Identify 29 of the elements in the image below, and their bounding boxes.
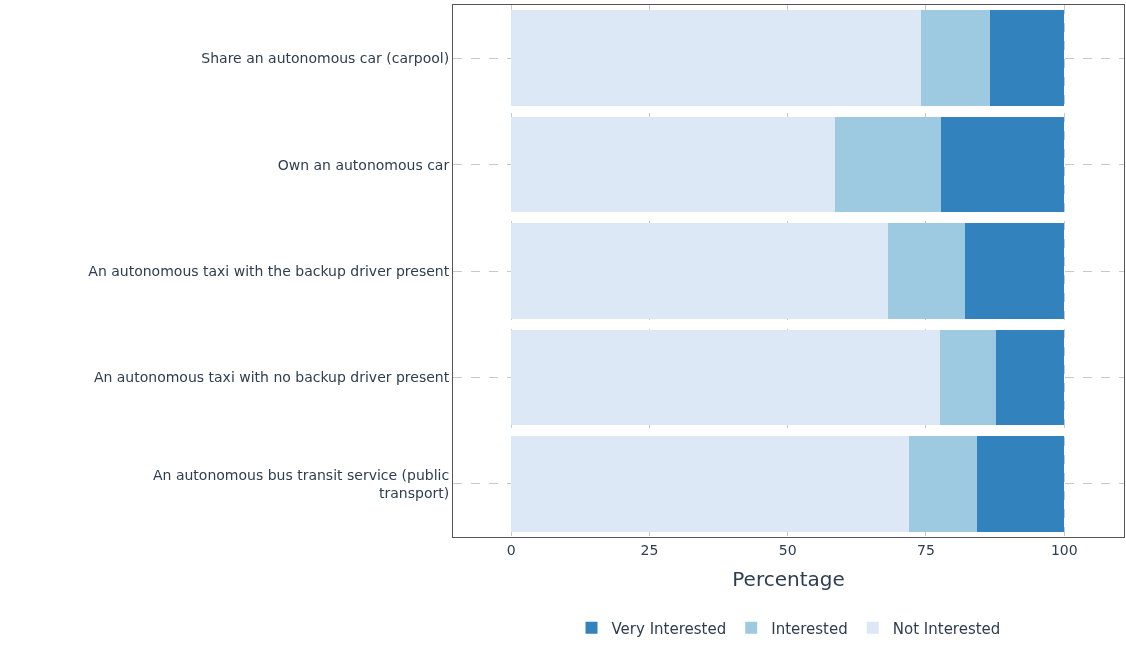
legend-label: Interested	[771, 619, 848, 638]
bar	[511, 10, 921, 107]
bar	[941, 116, 1065, 213]
bar	[909, 435, 977, 532]
x-tick-label: 75	[917, 541, 935, 558]
legend-label: Very Interested	[611, 619, 727, 638]
bar	[920, 10, 990, 107]
bar	[835, 116, 942, 213]
bar	[965, 223, 1065, 319]
y-tick-label: An autonomous bus transit service (public transport)	[153, 466, 450, 501]
bar	[940, 329, 996, 426]
bar	[511, 435, 910, 532]
bar	[887, 223, 966, 319]
y-tick-label: An autonomous taxi with no backup driver present	[93, 369, 450, 386]
bar	[511, 223, 888, 319]
bar	[995, 329, 1065, 426]
y-tick-label: Own an autonomous car	[277, 156, 450, 173]
bar	[511, 329, 941, 426]
x-tick-label: 25	[640, 541, 659, 558]
x-tick-label: 100	[1050, 541, 1078, 558]
bar	[976, 435, 1065, 532]
y-tick-label: Share an autonomous car (carpool)	[201, 50, 450, 67]
bar	[511, 116, 836, 213]
y-tick-label: An autonomous taxi with the backup driver present	[88, 262, 450, 279]
x-tick-label: 0	[506, 541, 516, 558]
x-tick-label: 50	[778, 541, 797, 558]
legend-label: Not Interested	[892, 619, 1001, 638]
bar	[989, 10, 1065, 107]
x-axis-title: Percentage	[732, 567, 845, 592]
